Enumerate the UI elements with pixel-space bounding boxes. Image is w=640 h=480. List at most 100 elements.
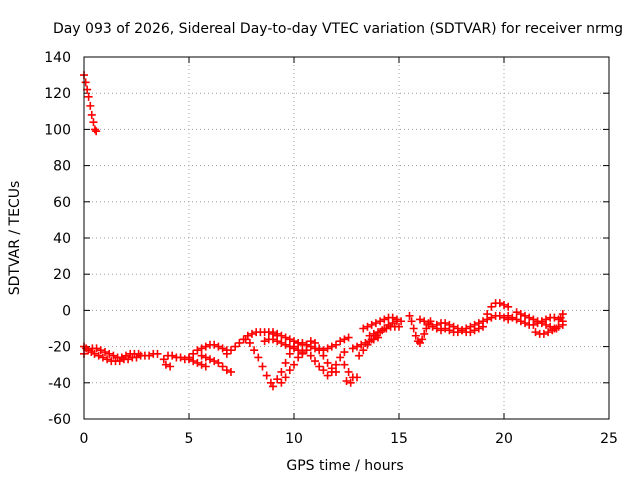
data-point: [227, 346, 235, 355]
data-point: [336, 353, 345, 362]
data-point: [248, 329, 256, 338]
data-point: [168, 351, 177, 360]
data-point: [441, 324, 450, 333]
data-point: [462, 324, 471, 333]
data-point: [250, 346, 259, 355]
data-point: [290, 344, 298, 353]
data-point: [231, 342, 240, 351]
data-point: [319, 366, 328, 375]
grid: [84, 57, 609, 419]
data-point: [458, 326, 466, 335]
data-point: [552, 324, 561, 333]
data-point: [103, 355, 112, 364]
series-sdtvar: [80, 71, 567, 391]
data-point: [342, 376, 351, 385]
data-point: [90, 125, 99, 134]
data-point: [281, 333, 290, 342]
data-point: [371, 319, 380, 328]
data-point: [409, 324, 418, 333]
y-tick-label: -40: [48, 376, 71, 392]
data-point: [298, 349, 307, 358]
data-point: [197, 360, 206, 369]
data-point: [395, 322, 403, 331]
y-tick-label: 0: [62, 303, 71, 319]
data-point: [254, 353, 263, 362]
data-point: [340, 335, 349, 344]
data-point: [323, 344, 332, 353]
data-point: [521, 319, 529, 328]
data-point: [210, 340, 219, 349]
data-point: [185, 353, 193, 362]
data-point: [214, 358, 223, 367]
x-tick-label: 5: [185, 431, 194, 447]
data-point: [374, 328, 382, 337]
data-point: [544, 328, 553, 337]
x-tick-label: 25: [600, 431, 618, 447]
data-point: [348, 344, 357, 353]
data-point: [512, 315, 521, 324]
data-point: [89, 118, 98, 127]
data-point: [96, 346, 105, 355]
y-tick-label: 140: [44, 50, 71, 66]
x-axis-label: GPS time / hours: [286, 458, 403, 474]
data-points: [80, 71, 567, 391]
data-point: [359, 346, 368, 355]
data-point: [222, 366, 231, 375]
data-point: [397, 317, 406, 326]
data-point: [529, 315, 538, 324]
data-point: [437, 326, 445, 335]
data-point: [315, 362, 324, 371]
data-point: [153, 349, 162, 358]
data-point: [558, 310, 567, 319]
data-point: [378, 326, 387, 335]
data-point: [405, 311, 414, 320]
data-point: [214, 342, 223, 351]
data-point: [193, 358, 202, 367]
data-point: [92, 344, 101, 353]
data-point: [382, 324, 391, 333]
data-point: [479, 317, 487, 326]
data-point: [285, 349, 294, 358]
data-point: [87, 110, 96, 119]
data-point: [353, 373, 361, 382]
data-point: [245, 338, 254, 347]
data-point: [98, 353, 107, 362]
data-point: [273, 375, 282, 384]
data-point: [500, 313, 508, 322]
data-point: [218, 344, 227, 353]
data-point: [504, 311, 513, 320]
data-point: [516, 310, 525, 319]
data-point: [332, 360, 340, 369]
data-point: [311, 357, 319, 366]
data-point: [101, 348, 109, 357]
data-point: [531, 328, 540, 337]
data-point: [281, 358, 290, 367]
data-point: [340, 360, 349, 369]
data-point: [542, 320, 550, 329]
data-point: [306, 342, 315, 351]
data-point: [285, 342, 294, 351]
data-point: [84, 346, 93, 355]
data-point: [201, 362, 210, 371]
data-point: [90, 349, 99, 358]
data-point: [537, 319, 546, 328]
data-point: [332, 340, 340, 349]
data-point: [269, 328, 277, 337]
data-point: [258, 362, 267, 371]
data-point: [201, 342, 210, 351]
data-point: [521, 311, 529, 320]
data-point: [365, 331, 374, 340]
data-point: [323, 371, 332, 380]
data-point: [327, 342, 336, 351]
data-point: [277, 331, 286, 340]
data-point: [235, 338, 244, 347]
data-point: [197, 344, 206, 353]
data-point: [548, 326, 557, 335]
data-point: [311, 344, 319, 353]
data-point: [428, 322, 437, 331]
data-point: [558, 320, 567, 329]
data-point: [376, 317, 385, 326]
data-point: [281, 340, 290, 349]
data-point: [269, 382, 277, 391]
